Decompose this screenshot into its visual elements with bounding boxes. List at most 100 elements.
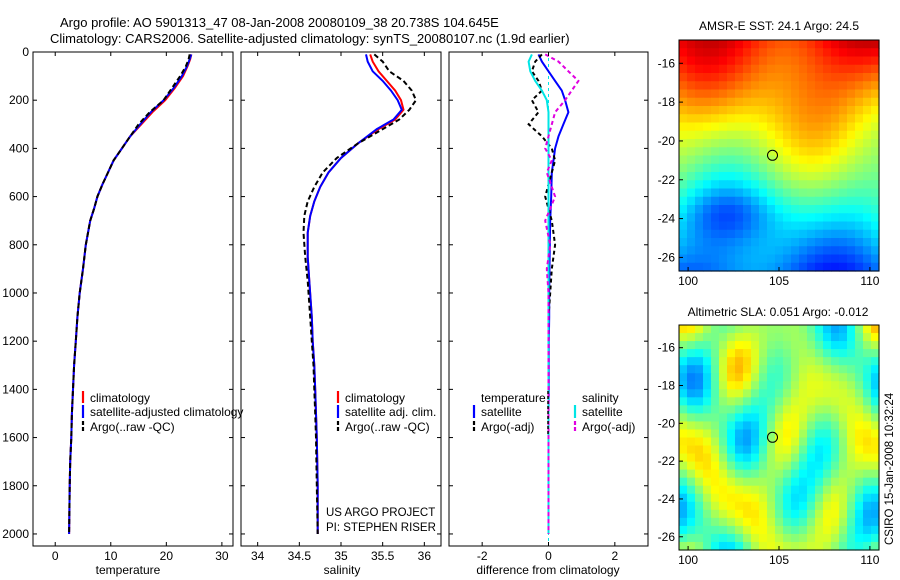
heatmap-cell bbox=[775, 533, 784, 543]
heatmap-cell bbox=[831, 445, 840, 455]
heatmap-cell bbox=[767, 397, 776, 406]
heatmap-cell bbox=[823, 485, 832, 495]
heatmap-cell bbox=[863, 155, 872, 165]
heatmap-cell bbox=[791, 397, 800, 406]
heatmap-cell bbox=[823, 325, 832, 334]
heatmap-cell bbox=[815, 122, 824, 132]
heatmap-cell bbox=[679, 106, 688, 115]
heatmap-cell bbox=[807, 501, 816, 511]
heatmap-cell bbox=[807, 453, 816, 463]
heatmap-cell bbox=[767, 501, 776, 511]
heatmap-cell bbox=[839, 172, 848, 181]
heatmap-cell bbox=[831, 389, 840, 398]
heatmap-cell bbox=[759, 262, 768, 272]
heatmap-cell bbox=[735, 147, 744, 157]
heatmap-cell bbox=[727, 461, 736, 471]
heatmap-cell bbox=[767, 122, 776, 132]
heatmap-cell bbox=[751, 97, 760, 107]
heatmap-cell bbox=[871, 155, 880, 165]
heatmap-cell bbox=[871, 517, 880, 527]
heatmap-cell bbox=[815, 106, 824, 115]
heatmap-cell bbox=[783, 533, 792, 543]
heatmap-cell bbox=[695, 48, 704, 58]
heatmap-cell bbox=[703, 429, 712, 439]
heatmap-cell bbox=[799, 525, 808, 535]
heatmap-cell bbox=[831, 333, 840, 342]
heatmap-cell bbox=[695, 461, 704, 471]
heatmap-cell bbox=[679, 155, 688, 165]
figure-title-line2: Climatology: CARS2006. Satellite-adjuste… bbox=[50, 31, 570, 46]
heatmap-cell bbox=[783, 405, 792, 414]
heatmap-cell bbox=[815, 421, 824, 431]
heatmap-cell bbox=[719, 397, 728, 406]
heatmap-cell bbox=[703, 73, 712, 82]
heatmap-cell bbox=[839, 155, 848, 165]
heatmap-cell bbox=[791, 97, 800, 107]
heatmap-cell bbox=[703, 64, 712, 74]
heatmap-cell bbox=[823, 97, 832, 107]
heatmap-cell bbox=[751, 213, 760, 223]
heatmap-cell bbox=[703, 213, 712, 223]
heatmap-cell bbox=[863, 541, 872, 551]
y-tick-label: 1400 bbox=[2, 382, 29, 396]
heatmap-cell bbox=[687, 73, 696, 82]
heatmap-cell bbox=[783, 453, 792, 463]
heatmap-cell bbox=[767, 333, 776, 342]
heatmap-cell bbox=[695, 525, 704, 535]
heatmap-cell bbox=[687, 205, 696, 214]
heatmap-cell bbox=[727, 130, 736, 140]
heatmap-cell bbox=[719, 130, 728, 140]
heatmap-cell bbox=[751, 188, 760, 198]
heatmap-cell bbox=[703, 541, 712, 551]
heatmap-cell bbox=[799, 421, 808, 431]
heatmap-cell bbox=[767, 349, 776, 358]
heatmap-cell bbox=[711, 48, 720, 58]
heatmap-cell bbox=[751, 155, 760, 165]
heatmap-cell bbox=[735, 229, 744, 239]
heatmap-cell bbox=[727, 333, 736, 342]
heatmap-cell bbox=[695, 541, 704, 551]
heatmap-cell bbox=[719, 213, 728, 223]
credit-text: CSIRO 15-Jan-2008 10:32:24 bbox=[884, 392, 896, 545]
heatmap-cell bbox=[695, 357, 704, 366]
legend-label: satellite bbox=[481, 405, 522, 419]
heatmap-cell bbox=[863, 139, 872, 148]
heatmap-cell bbox=[727, 40, 736, 49]
heatmap-cell bbox=[783, 122, 792, 132]
heatmap-cell bbox=[815, 64, 824, 74]
heatmap-cell bbox=[767, 147, 776, 157]
heatmap-cell bbox=[759, 469, 768, 479]
heatmap-cell bbox=[831, 349, 840, 358]
heatmap-cell bbox=[743, 533, 752, 543]
heatmap-cell bbox=[687, 421, 696, 431]
heatmap-cell bbox=[719, 381, 728, 390]
heatmap-cell bbox=[815, 453, 824, 463]
heatmap-cell bbox=[791, 509, 800, 519]
heatmap-cell bbox=[767, 254, 776, 264]
heatmap-cell bbox=[751, 485, 760, 495]
heatmap-cell bbox=[767, 246, 776, 256]
heatmap-cell bbox=[743, 238, 752, 247]
heatmap-cell bbox=[751, 525, 760, 535]
heatmap-cell bbox=[855, 122, 864, 132]
heatmap-cell bbox=[735, 130, 744, 140]
y-tick-label: 1800 bbox=[2, 479, 29, 493]
heatmap-cell bbox=[839, 517, 848, 527]
heatmap-cell bbox=[807, 341, 816, 350]
heatmap-cell bbox=[871, 139, 880, 148]
heatmap-cell bbox=[743, 445, 752, 455]
heatmap-cell bbox=[743, 172, 752, 181]
heatmap-cell bbox=[815, 56, 824, 66]
sla-map-panel: Altimetric SLA: 0.051 Argo: -0.012 100 10… bbox=[658, 305, 880, 567]
heatmap-cell bbox=[711, 172, 720, 181]
heatmap-cell bbox=[695, 365, 704, 374]
heatmap-cell bbox=[759, 155, 768, 165]
heatmap-cell bbox=[687, 397, 696, 406]
salinity-xlabel: salinity bbox=[324, 563, 361, 577]
heatmap-cell bbox=[687, 445, 696, 455]
heatmap-cell bbox=[719, 221, 728, 231]
y-tick-label: -20 bbox=[658, 416, 676, 430]
heatmap-cell bbox=[807, 73, 816, 82]
heatmap-cell bbox=[695, 188, 704, 198]
heatmap-cell bbox=[871, 114, 880, 124]
